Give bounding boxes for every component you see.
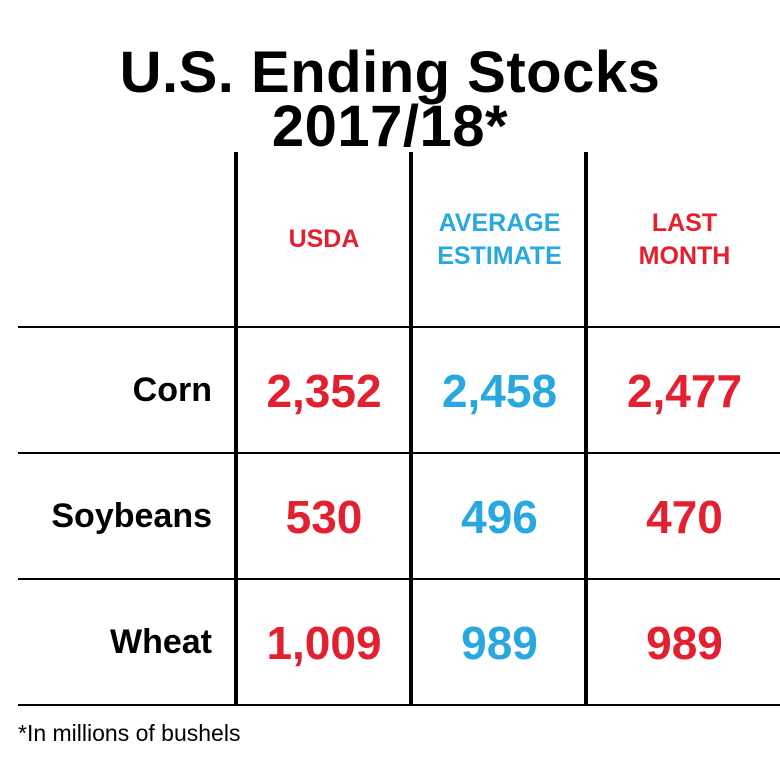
title-line: U.S. Ending Stocks (119, 40, 661, 105)
cell-value: 2,352 (266, 364, 382, 417)
cell-value: 989 (461, 616, 538, 669)
footnote: *In millions of bushels (18, 720, 241, 746)
title-line: 2017/18* (271, 94, 509, 159)
row-divider (18, 452, 780, 454)
cell-value: 1,009 (266, 616, 382, 669)
row-divider (18, 326, 780, 328)
column-divider (409, 152, 413, 705)
column-header: AVERAGE ESTIMATE (414, 152, 585, 327)
row-label: Wheat (110, 623, 212, 661)
header-line: ESTIMATE (437, 241, 562, 270)
row-label: Soybeans (51, 497, 212, 535)
header-line: AVERAGE (438, 208, 561, 237)
cell-value: 2,458 (441, 364, 558, 417)
header-line: LAST (651, 208, 718, 237)
column-header: LAST MONTH (589, 152, 780, 327)
cell-value: 2,477 (626, 364, 743, 417)
column-divider (234, 152, 238, 705)
header-line: USDA (288, 225, 360, 253)
header-line: MONTH (638, 241, 731, 270)
cell-value: 989 (646, 616, 723, 669)
row-divider (18, 578, 780, 580)
column-header: USDA (238, 152, 410, 327)
cell-value: 530 (285, 490, 363, 543)
row-divider (18, 704, 780, 706)
cell-value: 470 (646, 490, 723, 543)
row-label: Corn (132, 371, 212, 409)
column-divider (584, 152, 588, 705)
cell-value: 496 (461, 490, 538, 543)
